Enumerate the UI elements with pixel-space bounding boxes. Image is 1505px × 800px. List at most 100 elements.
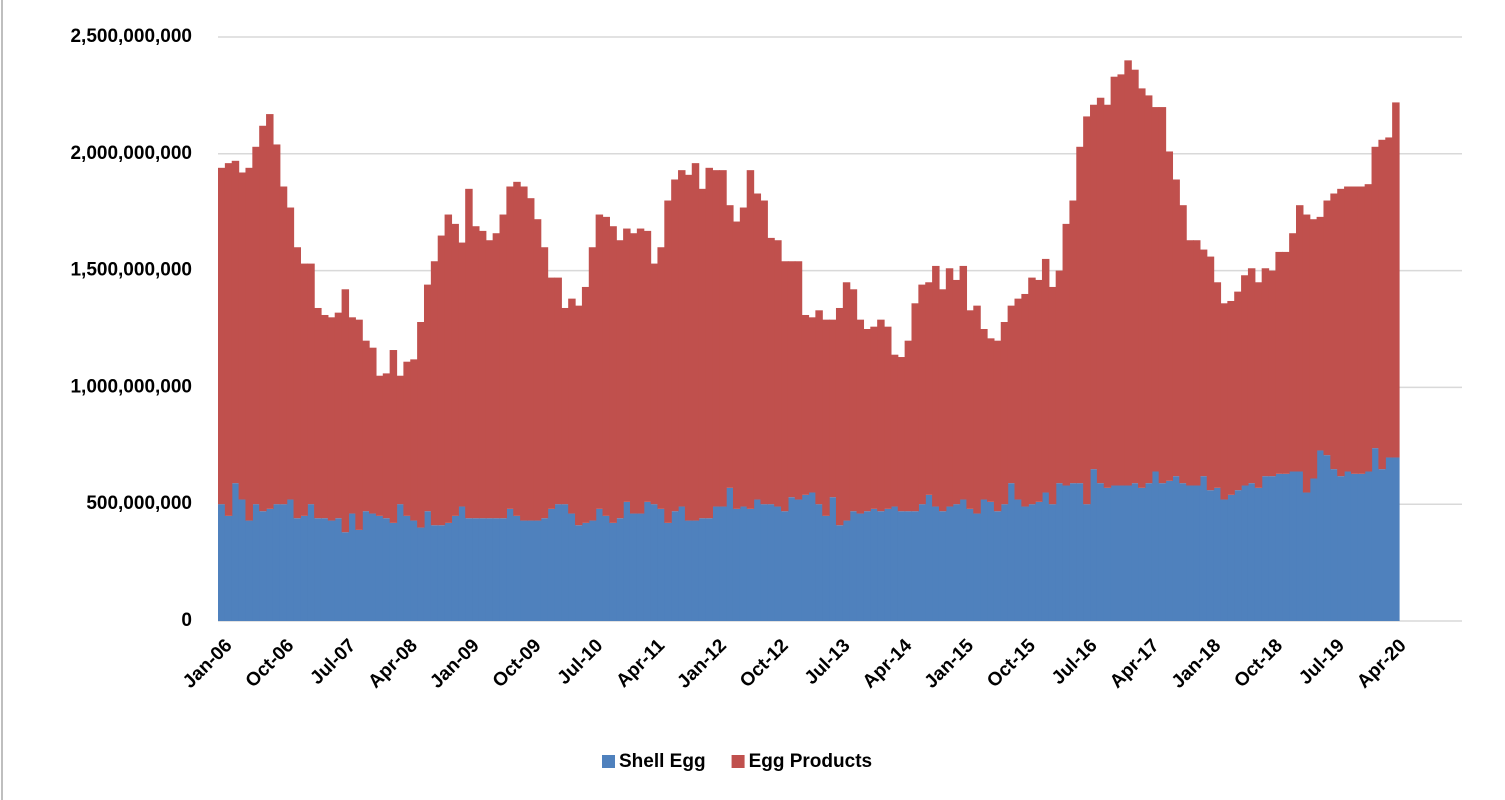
bar-segment xyxy=(224,163,233,516)
bar-segment xyxy=(437,525,446,621)
bar-segment xyxy=(286,207,295,500)
bar-segment xyxy=(671,511,679,621)
x-tick-label: Oct-06 xyxy=(242,635,299,692)
bar-segment xyxy=(890,506,899,621)
bar-segment xyxy=(877,319,885,512)
bar-segment xyxy=(1199,476,1208,621)
bar-segment xyxy=(794,261,803,500)
bar-segment xyxy=(1124,60,1132,486)
x-tick-label: Jan-09 xyxy=(426,635,483,692)
bar-segment xyxy=(835,525,844,621)
bar-segment xyxy=(396,504,404,621)
bar-segment xyxy=(478,518,487,621)
legend-label: Egg Products xyxy=(749,751,873,772)
bar-segment xyxy=(1282,251,1290,474)
bar-segment xyxy=(1165,151,1174,481)
bar-segment xyxy=(602,515,610,621)
bar-segment xyxy=(1227,494,1235,621)
bar-segment xyxy=(932,506,940,621)
bar-segment xyxy=(1165,480,1174,621)
bar-segment xyxy=(938,511,947,621)
bar-segment xyxy=(1350,186,1359,474)
bar-segment xyxy=(526,520,535,621)
bar-segment xyxy=(1337,476,1345,621)
bar-segment xyxy=(554,277,562,505)
bar-segment xyxy=(334,518,343,621)
bar-segment xyxy=(1151,107,1160,472)
bar-segment xyxy=(1144,483,1153,621)
bar-segment xyxy=(952,279,961,505)
bar-segment xyxy=(1151,471,1160,621)
bar-segment xyxy=(774,240,782,507)
bar-segment xyxy=(753,193,762,500)
bar-segment xyxy=(952,504,961,621)
bar-segment xyxy=(533,520,542,621)
bar-segment xyxy=(410,359,418,521)
bar-segment xyxy=(616,240,624,519)
bar-segment xyxy=(1000,321,1009,505)
bar-segment xyxy=(781,511,789,621)
bar-segment xyxy=(575,305,583,526)
x-tick-label: Jul-19 xyxy=(1295,635,1349,689)
bar-segment xyxy=(1227,300,1235,495)
bar-segment xyxy=(1323,455,1331,621)
bar-segment xyxy=(1344,471,1352,621)
bar-segment xyxy=(1028,277,1036,505)
bar-segment xyxy=(410,520,418,621)
bar-segment xyxy=(691,520,700,621)
bar-segment xyxy=(1124,485,1132,621)
bar-segment xyxy=(1103,104,1112,488)
bar-segment xyxy=(1090,104,1098,470)
bar-segment xyxy=(705,518,713,621)
bar-segment xyxy=(1371,448,1380,621)
bar-segment xyxy=(314,518,322,621)
y-tick-label: 2,000,000,000 xyxy=(70,143,192,164)
bar-segment xyxy=(918,284,926,505)
bar-segment xyxy=(581,286,590,523)
bar-segment xyxy=(1220,499,1228,621)
bar-segment xyxy=(1000,504,1009,621)
bar-segment xyxy=(320,314,329,519)
bar-segment xyxy=(767,504,775,621)
bar-segment xyxy=(1378,469,1386,621)
bar-segment xyxy=(835,307,844,526)
bar-segment xyxy=(1247,483,1256,621)
bar-segment xyxy=(636,513,645,621)
bar-segment xyxy=(533,219,542,521)
x-tick-label: Jul-13 xyxy=(801,635,855,689)
bar-segment xyxy=(787,261,796,498)
bar-segment xyxy=(1186,485,1194,621)
bar-segment xyxy=(348,317,356,514)
bar-segment xyxy=(760,200,768,505)
bar-segment xyxy=(1337,188,1345,477)
bar-segment xyxy=(719,506,727,621)
bar-segment xyxy=(252,504,260,621)
bar-segment xyxy=(925,494,933,621)
bar-segment xyxy=(581,522,590,621)
bar-segment xyxy=(1193,485,1201,621)
bar-segment xyxy=(1330,193,1338,470)
bar-segment xyxy=(678,170,686,507)
bar-segment xyxy=(732,508,741,621)
bar-segment xyxy=(430,261,439,526)
bar-segment xyxy=(746,508,755,621)
bar-segment xyxy=(472,518,480,621)
bar-segment xyxy=(938,289,947,512)
x-tick-label: Oct-12 xyxy=(736,635,793,692)
bar-segment xyxy=(259,125,267,512)
bar-segment xyxy=(245,520,253,621)
legend-swatch xyxy=(731,755,745,768)
bar-segment xyxy=(623,228,631,502)
bar-segment xyxy=(664,522,672,621)
bar-segment xyxy=(787,497,796,621)
bar-segment xyxy=(1199,249,1208,477)
bar-segment xyxy=(1344,186,1352,472)
bar-segment xyxy=(575,525,583,621)
bar-segment xyxy=(389,522,398,621)
bar-segment xyxy=(1392,102,1400,458)
bar-segment xyxy=(1323,200,1331,456)
bar-segment xyxy=(547,508,556,621)
y-tick-label: 500,000,000 xyxy=(86,493,192,514)
bar-segment xyxy=(808,317,816,493)
